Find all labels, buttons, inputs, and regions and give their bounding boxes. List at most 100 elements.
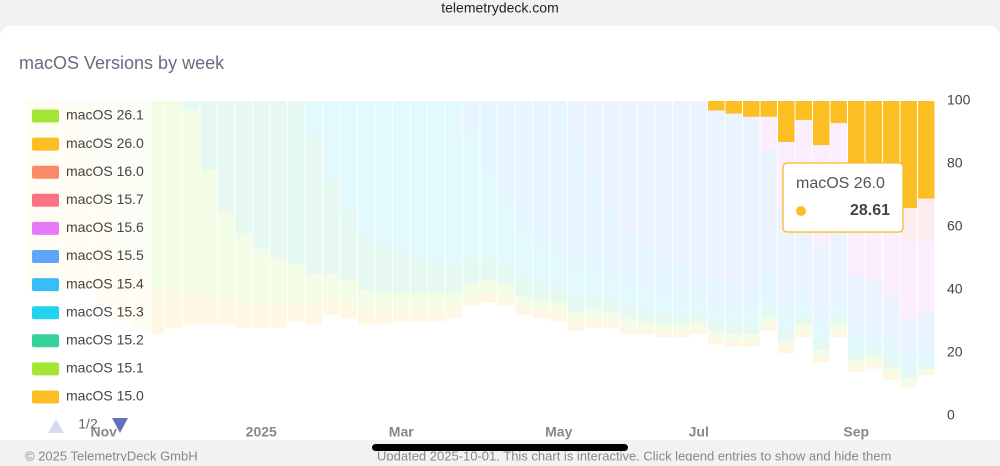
bar-segment (585, 179, 602, 268)
bar-segment (288, 101, 305, 265)
legend-swatch (32, 278, 59, 292)
bar-segment (550, 286, 567, 303)
x-tick-label: 2025 (246, 424, 277, 440)
legend-swatch (32, 165, 59, 179)
bar-segment (568, 264, 585, 297)
bar-segment (183, 110, 200, 294)
bar-segment (568, 296, 585, 313)
bar-segment (428, 101, 445, 262)
bar-segment (918, 371, 935, 376)
bar-segment (498, 101, 515, 202)
legend-prev[interactable] (48, 419, 64, 433)
bar-segment (323, 299, 340, 316)
legend-page: 1/2 (78, 416, 98, 432)
tooltip-box (782, 162, 904, 233)
bar-segment (323, 179, 340, 275)
bar-segment (918, 242, 935, 313)
legend-label[interactable]: macOS 15.7 (66, 191, 144, 207)
bar-segment (340, 211, 357, 281)
bar-segment (305, 101, 322, 133)
bar-segment (323, 101, 340, 180)
bar-segment (760, 148, 777, 275)
bar-segment (655, 330, 672, 338)
bar-segment (480, 280, 497, 294)
legend-label[interactable]: macOS 15.1 (66, 360, 144, 376)
bar-segment (445, 293, 462, 306)
bar-segment (655, 293, 672, 313)
bar-segment (900, 384, 917, 388)
bar-segment (638, 327, 655, 335)
bar-segment (445, 305, 462, 319)
bar-segment (305, 274, 322, 306)
card (0, 26, 1000, 456)
bar-segment (270, 258, 287, 306)
bar-segment (690, 267, 707, 297)
legend-label[interactable]: macOS 26.0 (66, 135, 144, 151)
bar-segment (743, 324, 760, 335)
x-tick-label: Sep (843, 424, 869, 440)
legend-next[interactable] (112, 418, 128, 433)
bar-segment (918, 368, 935, 372)
bar-segment (463, 258, 480, 284)
bar-segment (638, 101, 655, 246)
bar-segment (778, 330, 795, 341)
bar-segment (323, 274, 340, 300)
bar-segment (375, 245, 392, 294)
bar-segment (410, 101, 427, 259)
legend-swatch (32, 334, 59, 348)
legend-label[interactable]: macOS 26.1 (66, 107, 144, 123)
bar-segment (778, 101, 795, 142)
bar-segment (585, 267, 602, 297)
bar-segment (375, 101, 392, 246)
bar-segment (463, 283, 480, 297)
bar-segment (183, 293, 200, 325)
bar-segment (603, 101, 620, 212)
x-tick-label: May (545, 424, 572, 440)
tooltip-dot (796, 206, 806, 216)
legend-label[interactable]: macOS 15.3 (66, 303, 144, 319)
bar-segment (900, 362, 917, 372)
bar-segment (655, 101, 672, 259)
legend-label[interactable]: macOS 15.0 (66, 388, 144, 404)
bar-segment (165, 290, 182, 328)
bar-segment (813, 349, 830, 357)
bar-segment (883, 358, 900, 368)
legend-label[interactable]: macOS 15.4 (66, 275, 144, 291)
bar-segment (393, 308, 410, 322)
bar-segment (585, 318, 602, 328)
bar-segment (865, 337, 882, 347)
bar-segment (883, 295, 900, 333)
legend-swatch (32, 362, 59, 376)
bar-segment (778, 346, 795, 353)
legend-label[interactable]: macOS 15.6 (66, 219, 144, 235)
bar-segment (428, 293, 445, 309)
legend-label[interactable]: macOS 16.0 (66, 163, 144, 179)
bar-segment (883, 348, 900, 359)
bar-segment (498, 283, 515, 297)
bar-segment (760, 274, 777, 297)
bar-segment (340, 302, 357, 319)
legend-label[interactable]: macOS 15.2 (66, 332, 144, 348)
bar-segment (848, 349, 865, 360)
tooltip-series: macOS 26.0 (796, 175, 885, 192)
bar-segment (725, 334, 742, 341)
bar-segment (778, 318, 795, 331)
url[interactable]: telemetrydeck.com (441, 0, 558, 16)
bar-segment (918, 198, 935, 243)
bar-segment (235, 233, 252, 303)
bar-segment (865, 280, 882, 322)
bar-segment (550, 302, 567, 313)
bar-segment (743, 286, 760, 309)
bar-segment (725, 340, 742, 347)
bar-segment (620, 318, 637, 328)
bar-segment (550, 312, 567, 322)
bar-segment (865, 101, 882, 180)
bar-segment (830, 315, 847, 325)
y-tick-label: 20 (947, 344, 963, 360)
bar-segment (410, 308, 427, 322)
tooltip-value: 28.61 (850, 202, 890, 219)
bar-segment (848, 359, 865, 366)
legend-label[interactable]: macOS 15.5 (66, 247, 144, 263)
bar-segment (900, 349, 917, 363)
bar-segment (498, 264, 515, 284)
